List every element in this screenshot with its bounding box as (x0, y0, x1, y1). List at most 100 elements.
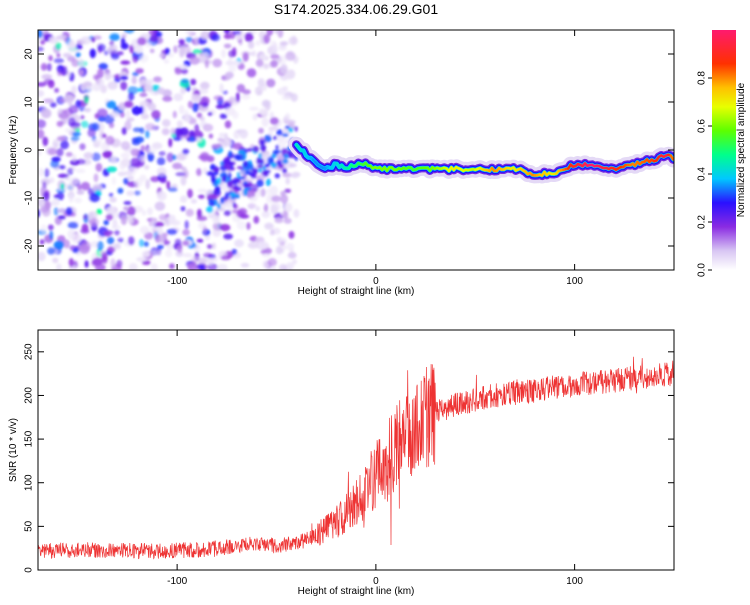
noise-blob (285, 178, 290, 185)
noise-blob (93, 140, 102, 144)
noise-blob (198, 189, 208, 193)
noise-blob (106, 101, 116, 109)
transition-blob (225, 192, 230, 200)
noise-blob (66, 152, 73, 157)
noise-blob (258, 241, 269, 250)
noise-blob (293, 209, 299, 218)
noise-blob (194, 124, 199, 132)
transition-blob (243, 188, 248, 196)
noise-blob (211, 34, 220, 41)
noise-blob (104, 232, 110, 237)
noise-blob (142, 251, 151, 258)
noise-blob (54, 207, 59, 216)
noise-blob (162, 119, 171, 127)
noise-blob (64, 95, 75, 103)
noise-blob (212, 216, 220, 224)
noise-blob (194, 35, 199, 45)
noise-blob (111, 53, 119, 60)
noise-blob (207, 156, 215, 163)
noise-blob (225, 107, 235, 116)
noise-blob (176, 154, 186, 161)
noise-blob (121, 37, 125, 46)
noise-blob (190, 79, 196, 86)
noise-blob (145, 179, 150, 189)
noise-blob (172, 163, 182, 170)
transition-blob (206, 206, 213, 213)
noise-blob (93, 35, 101, 39)
noise-blob (49, 231, 53, 240)
noise-blob (182, 253, 192, 257)
colorbar-tick-label: 0.0 (697, 263, 708, 277)
noise-blob (117, 188, 123, 194)
noise-blob (56, 53, 60, 57)
noise-blob (197, 216, 208, 221)
noise-blob (140, 145, 145, 151)
noise-blob (150, 49, 155, 54)
noise-blob (286, 243, 294, 251)
snr-y-tick-label: 0 (24, 567, 35, 573)
spectrogram-y-tick-label: 0 (24, 147, 35, 153)
noise-blob (121, 141, 130, 150)
noise-blob (74, 197, 82, 203)
noise-blob (182, 167, 187, 173)
transition-blob (220, 197, 224, 204)
snr-y-tick-label: 100 (24, 474, 35, 491)
noise-blob (232, 60, 241, 66)
noise-blob (119, 112, 125, 118)
noise-blob (167, 153, 174, 163)
noise-blob (187, 263, 193, 268)
noise-blob (205, 59, 209, 68)
noise-blob (282, 96, 292, 100)
noise-blob (180, 88, 186, 94)
noise-blob (96, 163, 103, 172)
noise-blob (168, 138, 172, 147)
noise-blob (151, 251, 160, 255)
transition-blob (295, 126, 298, 132)
transition-blob (249, 172, 256, 177)
noise-blob (286, 203, 292, 213)
noise-blob (97, 241, 104, 251)
noise-blob (246, 222, 250, 230)
noise-blob (198, 195, 205, 199)
transition-blob (257, 159, 264, 164)
noise-blob (76, 169, 86, 173)
noise-blob (139, 239, 144, 247)
noise-blob (221, 49, 226, 58)
noise-blob (69, 258, 74, 267)
noise-blob (271, 205, 279, 215)
noise-blob (79, 143, 85, 150)
snr-marks (38, 357, 674, 559)
noise-blob (103, 220, 109, 225)
noise-blob (97, 78, 104, 87)
noise-blob (75, 100, 81, 108)
noise-blob (173, 45, 177, 53)
noise-blob (197, 113, 202, 119)
noise-blob (35, 47, 44, 52)
noise-blob (179, 39, 185, 44)
noise-blob (73, 248, 79, 254)
transition-blob (228, 150, 232, 157)
noise-blob (192, 103, 199, 113)
noise-blob (263, 63, 269, 69)
noise-blob (104, 51, 109, 56)
noise-blob (139, 106, 143, 114)
noise-blob (110, 111, 120, 117)
noise-blob (182, 229, 190, 236)
transition-blob (273, 136, 277, 140)
noise-blob (173, 111, 177, 118)
noise-blob (173, 93, 183, 101)
transition-blob (282, 133, 289, 137)
noise-blob (133, 127, 142, 132)
noise-blob (68, 117, 76, 127)
noise-blob (147, 147, 157, 154)
noise-blob (248, 242, 258, 249)
noise-blob (55, 42, 61, 50)
noise-blob (128, 92, 134, 101)
colorbar-tick-label: 0.2 (697, 215, 708, 229)
colorbar-tick-label: 0.6 (697, 119, 708, 133)
transition-blob (282, 159, 288, 164)
noise-blob (222, 90, 228, 94)
noise-blob (182, 241, 189, 246)
noise-blob (57, 121, 64, 127)
